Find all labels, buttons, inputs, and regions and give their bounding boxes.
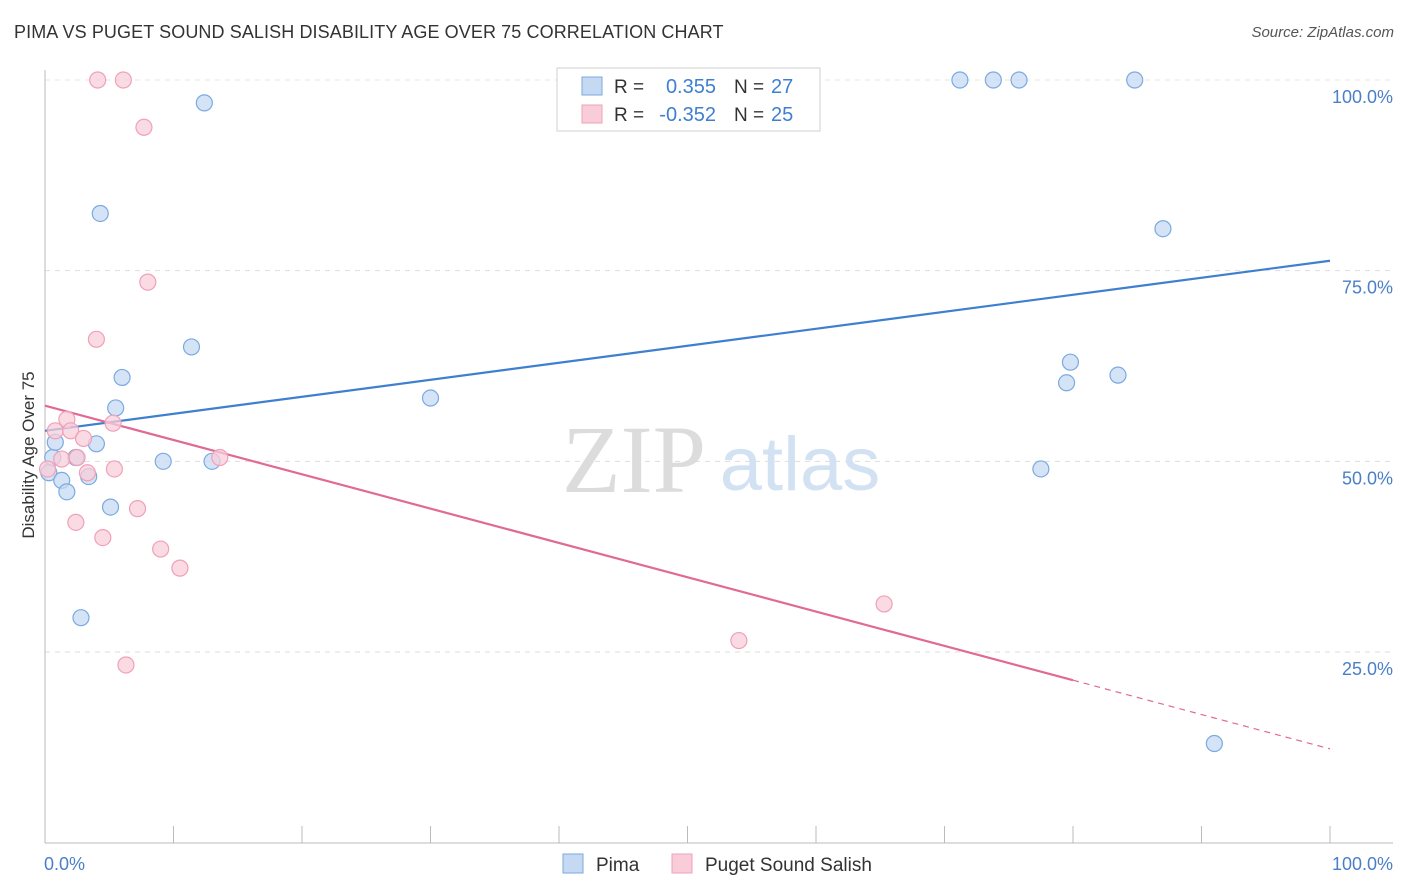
legend-r-value: 0.355 — [666, 76, 716, 98]
puget-sound-salish-point — [89, 71, 107, 89]
pima-point — [1205, 734, 1223, 753]
legend-r-label: R = — [614, 77, 644, 98]
source-credit: Source: ZipAtlas.com — [1251, 24, 1394, 41]
y-axis-label: Disability Age Over 75 — [19, 371, 38, 538]
puget-sound-salish-point — [875, 595, 893, 613]
chart-title: PIMA VS PUGET SOUND SALISH DISABILITY AG… — [14, 22, 724, 42]
puget-sound-salish-point — [78, 464, 97, 482]
series-legend: Pima Puget Sound Salish — [562, 853, 872, 876]
pima-point — [107, 399, 125, 417]
legend-n-value: 25 — [771, 104, 793, 126]
watermark-zip: ZIP — [562, 406, 706, 513]
y-tick-label: 100.0% — [1332, 87, 1393, 107]
puget-sound-salish-point — [139, 273, 157, 291]
y-tick-labels: 25.0% 50.0% 75.0% 100.0% — [1332, 87, 1393, 679]
pima-point — [72, 609, 90, 627]
legend-n-label: N = — [734, 105, 764, 126]
puget-sound-salish-point — [128, 500, 147, 518]
pima-point — [1032, 460, 1050, 478]
legend-r-label: R = — [614, 105, 644, 126]
puget-sound-salish-point — [74, 429, 93, 448]
puget-sound-salish-point — [114, 71, 132, 89]
x-tick-label-end: 100.0% — [1332, 854, 1393, 874]
puget-sound-salish-point — [94, 528, 112, 547]
puget-sound-salish-point — [171, 559, 189, 577]
pima-point — [154, 452, 172, 470]
puget-sound-salish-point — [117, 656, 135, 674]
y-tick-label: 50.0% — [1342, 468, 1393, 488]
pima-point — [91, 204, 109, 223]
watermark: ZIP atlas — [562, 406, 880, 513]
pima-point — [182, 338, 201, 356]
x-tick-label-start: 0.0% — [44, 854, 85, 874]
watermark-atlas: atlas — [720, 422, 881, 507]
pima-point — [1061, 353, 1080, 371]
pima-point — [421, 389, 440, 407]
trend-line-puget-sound-salish — [44, 404, 1074, 682]
legend-n-label: N = — [734, 77, 764, 98]
trend-line-pima — [44, 259, 1331, 432]
series-legend-label: Puget Sound Salish — [705, 855, 872, 876]
pima-point — [101, 498, 120, 516]
x-tick-labels: 0.0% 100.0% — [44, 854, 1393, 874]
puget-sound-salish-point — [68, 448, 86, 467]
pima-point — [1154, 220, 1172, 238]
puget-sound-salish-point — [53, 450, 71, 468]
series-legend-label: Pima — [596, 855, 640, 876]
puget-sound-salish-point — [87, 330, 106, 348]
trend-line-extension — [1072, 679, 1331, 750]
pima-point — [951, 71, 969, 89]
puget-sound-salish-point — [152, 540, 170, 558]
pima-point — [1109, 366, 1127, 384]
pima-point — [1057, 374, 1076, 392]
pima-point — [113, 368, 131, 387]
puget-sound-salish-point — [211, 448, 229, 467]
puget-sound-salish-point — [135, 118, 153, 136]
stats-legend: R = 0.355 N = 27 R = -0.352 N = 25 — [556, 67, 821, 132]
series-legend-swatch — [562, 853, 584, 874]
series-legend-swatch — [671, 853, 693, 874]
pima-point — [195, 94, 213, 112]
puget-sound-salish-point — [104, 414, 122, 432]
y-tick-label: 25.0% — [1342, 659, 1393, 679]
puget-sound-salish-point — [105, 460, 123, 478]
grid-lines — [45, 79, 1393, 653]
pima-point — [1126, 71, 1144, 89]
legend-swatch-pima — [581, 76, 603, 96]
y-tick-label: 75.0% — [1342, 278, 1393, 298]
puget-sound-salish-point — [730, 631, 748, 650]
legend-r-value: -0.352 — [659, 104, 716, 126]
puget-sound-salish-point — [62, 422, 80, 440]
puget-sound-salish-point — [67, 513, 85, 531]
legend-swatch-puget-sound-salish — [581, 104, 603, 124]
puget-sound-salish-point — [38, 460, 57, 478]
legend-n-value: 27 — [771, 76, 793, 98]
pima-point — [984, 71, 1002, 89]
pima-point — [58, 483, 76, 501]
pima-point — [1010, 71, 1028, 89]
data-points — [38, 71, 1223, 753]
